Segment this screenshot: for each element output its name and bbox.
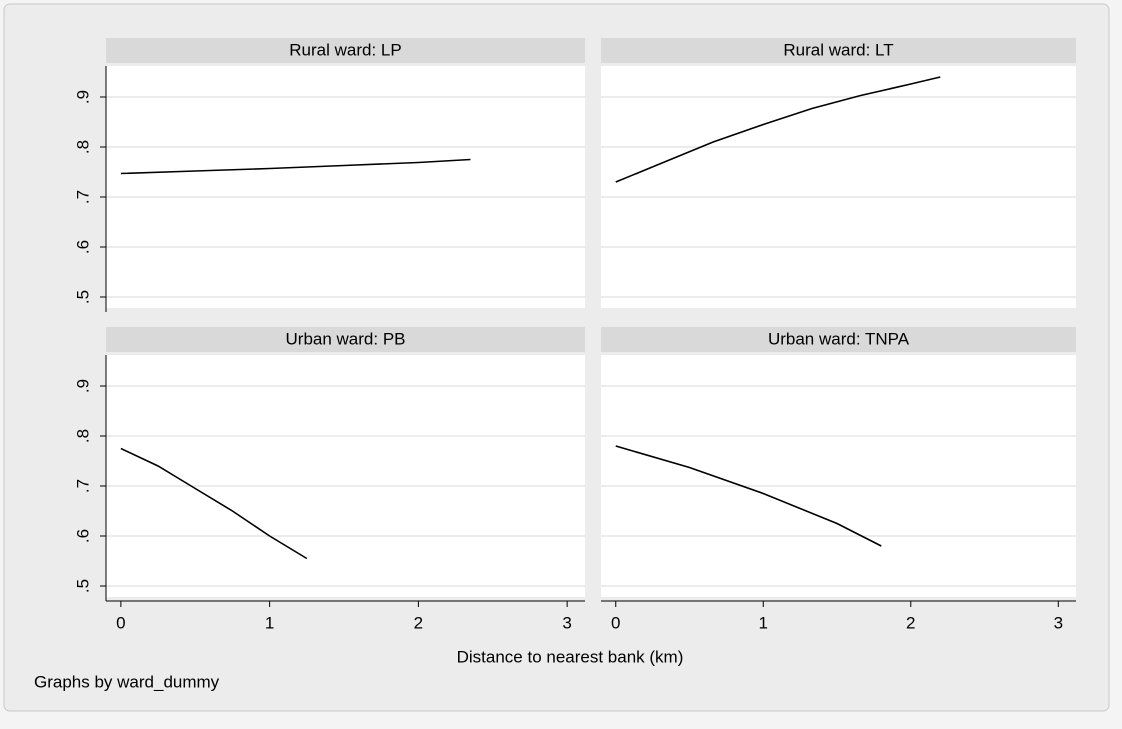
y-tick-label: .9 bbox=[73, 90, 92, 104]
panel-header bbox=[601, 327, 1076, 352]
line bbox=[615, 76, 941, 183]
panel-title: Rural ward: LT bbox=[783, 40, 893, 59]
panel-header bbox=[106, 38, 585, 63]
x-tick-label: 3 bbox=[1054, 613, 1063, 632]
plot-area bbox=[601, 355, 1076, 597]
x-tick-label: 3 bbox=[562, 613, 571, 632]
plot-area bbox=[106, 66, 585, 308]
y-tick-label: .5 bbox=[73, 579, 92, 593]
line bbox=[120, 447, 308, 560]
x-tick-label: 2 bbox=[414, 613, 423, 632]
plot-area bbox=[106, 355, 585, 597]
y-tick-label: .8 bbox=[73, 140, 92, 154]
note: Graphs by ward_dummy bbox=[34, 672, 220, 691]
y-tick-label: .7 bbox=[73, 190, 92, 204]
x-tick-label: 1 bbox=[759, 613, 768, 632]
y-tick-label: .6 bbox=[73, 529, 92, 543]
y-tick-label: .6 bbox=[73, 240, 92, 254]
y-tick-label: .8 bbox=[73, 429, 92, 443]
line bbox=[615, 445, 882, 547]
y-tick-label: .5 bbox=[73, 290, 92, 304]
panel-header bbox=[106, 327, 585, 352]
y-tick-label: .7 bbox=[73, 479, 92, 493]
x-tick-label: 2 bbox=[906, 613, 915, 632]
panel-title: Urban ward: TNPA bbox=[768, 329, 910, 348]
panel-header bbox=[601, 38, 1076, 63]
y-tick-label: .9 bbox=[73, 379, 92, 393]
panel-title: Rural ward: LP bbox=[289, 40, 401, 59]
panel-title: Urban ward: PB bbox=[286, 329, 406, 348]
line bbox=[120, 158, 471, 175]
x-tick-label: 0 bbox=[116, 613, 125, 632]
x-axis-label: Distance to nearest bank (km) bbox=[457, 647, 684, 666]
x-tick-label: 1 bbox=[265, 613, 274, 632]
plot-area bbox=[601, 66, 1076, 308]
x-tick-label: 0 bbox=[611, 613, 620, 632]
